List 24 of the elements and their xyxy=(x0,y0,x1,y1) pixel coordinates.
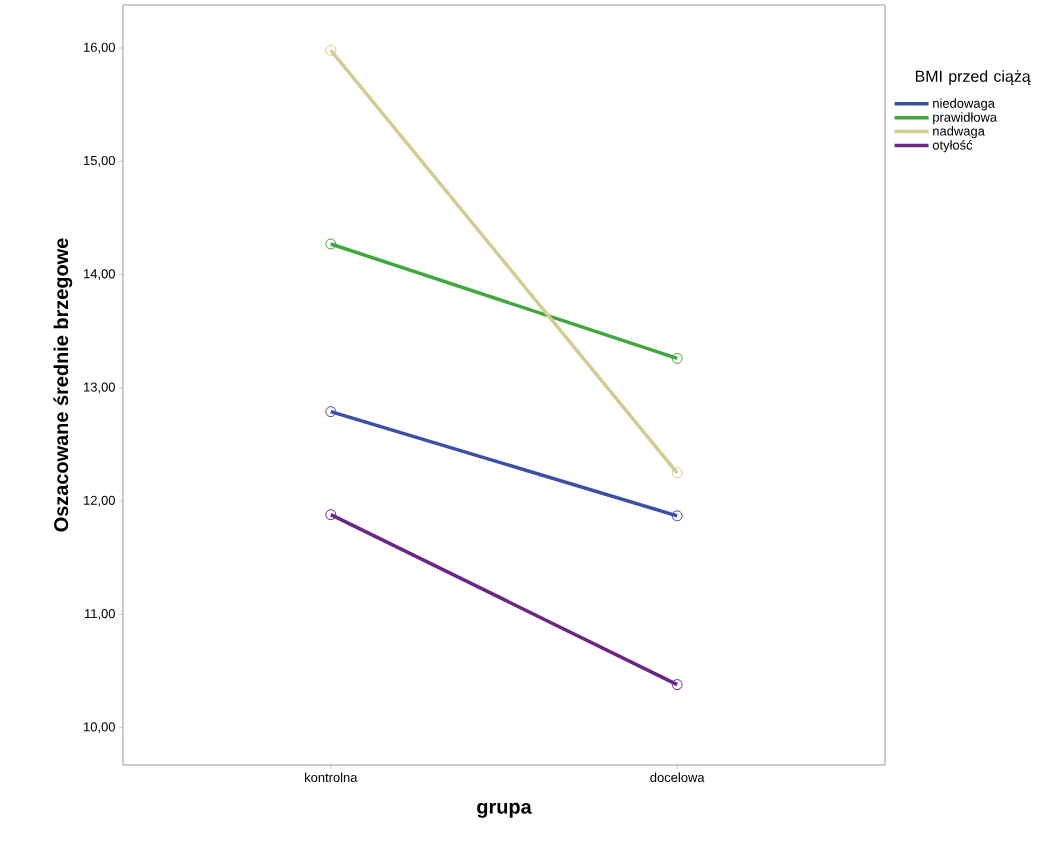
y-tick-label: 14,00 xyxy=(84,269,115,280)
x-axis-title: grupa xyxy=(477,802,532,818)
y-tick-label: 16,00 xyxy=(84,42,115,54)
y-tick-label: 15,00 xyxy=(84,155,115,167)
x-tick-label: kontrolna xyxy=(305,772,358,783)
y-axis-title: Oszacowane średnie brzegowe xyxy=(53,238,73,532)
legend-label: niedowaga xyxy=(933,98,995,111)
y-tick-label: 12,00 xyxy=(84,495,115,507)
y-tick-label: 11,00 xyxy=(85,609,115,620)
point xyxy=(671,467,683,479)
point xyxy=(325,238,337,250)
y-tick-label: 13,00 xyxy=(84,382,115,394)
legend-label: prawidłowa xyxy=(933,112,998,125)
y-tick-label: 10,00 xyxy=(84,722,115,733)
point xyxy=(671,510,683,522)
legend-label: nadwaga xyxy=(933,126,985,139)
point xyxy=(671,352,683,364)
legend-label: otyłość xyxy=(932,139,973,153)
point xyxy=(325,406,337,418)
x-tick-label: docelowa xyxy=(650,772,705,783)
legend-title: BMI przed ciążą xyxy=(915,70,1031,86)
point xyxy=(325,509,337,521)
point xyxy=(325,44,337,56)
point xyxy=(671,679,683,691)
